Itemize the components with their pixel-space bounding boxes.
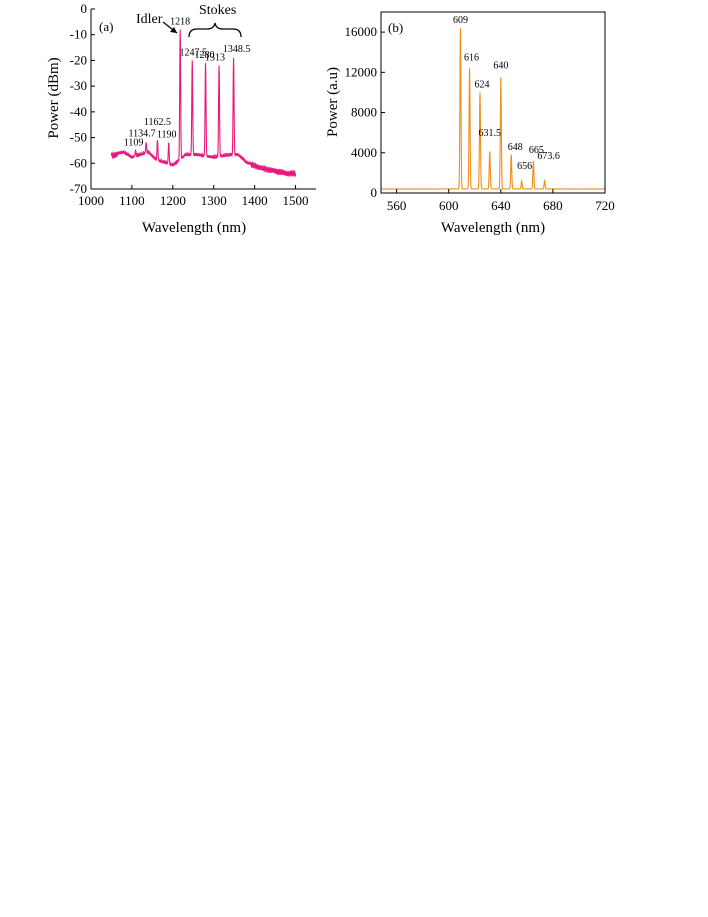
y-tick-label-a: -20 [70,52,87,67]
y-tick-label-a: 0 [81,1,88,16]
y-tick-label-b: 8000 [351,105,377,120]
peak-label-b: 665 [529,145,544,156]
y-tick-label-a: -50 [70,130,87,145]
peak-label-b: 616 [464,52,479,63]
peak-label-b: 624 [474,79,489,90]
x-tick-label-a: 1500 [283,193,309,208]
peak-label-b: 609 [453,15,468,26]
peak-label-a: 1162.5 [144,117,171,128]
stokes-brace [188,22,242,38]
spectrum-line-b [380,28,605,190]
panel-label-a: (a) [99,19,113,34]
peak-label-b: 640 [493,60,508,71]
peak-label-a: 1348.5 [223,44,251,55]
chart-panel-b: 0 4000 8000 12000 16000 560 600 640 680 720 609 61… [325,11,615,236]
y-tick-label-a: -70 [70,181,87,196]
x-tick-label-a: 1200 [160,193,186,208]
peak-label-a: 1109 [124,137,144,148]
x-tick-label-b: 640 [491,198,511,213]
peak-label-a: 1247.5 [180,47,208,58]
axis-ticks-b: 0 4000 8000 12000 16000 560 600 640 680 720 [345,24,615,213]
peak-label-a: 1313 [205,53,225,64]
peak-label-b: 673.6 [537,151,560,162]
y-tick-label-b: 4000 [351,145,377,160]
x-tick-label-a: 1300 [201,193,227,208]
x-axis-label-b: Wavelength (nm) [441,220,545,236]
y-tick-label-a: -10 [70,27,87,42]
idler-annotation: Idler [136,12,163,27]
peak-label-b: 656 [517,161,532,172]
y-tick-label-a: -40 [70,104,87,119]
y-axis-label-b: Power (a.u) [325,67,341,137]
y-tick-label-a: -60 [70,155,87,170]
peak-label-b: 648 [508,142,523,153]
panel-label-b: (b) [388,20,403,35]
peak-label-a: 1190 [157,130,177,141]
x-tick-label-a: 1100 [119,193,145,208]
y-tick-label-a: -30 [70,78,87,93]
peak-label-a: 1218 [170,17,190,28]
idler-arrowhead [170,27,177,33]
x-tick-label-b: 720 [595,198,615,213]
y-tick-label-b: 0 [371,185,378,200]
y-tick-label-b: 16000 [345,24,378,39]
peak-label-a: 1134.7 [129,129,156,140]
x-tick-label-a: 1000 [78,193,104,208]
peak-label-a: 1280 [195,50,215,61]
x-tick-label-a: 1400 [242,193,268,208]
stokes-annotation: Stokes [199,3,236,18]
plot-frame-b [380,11,606,194]
y-axis-label-a: Power (dBm) [46,57,62,138]
x-tick-label-b: 600 [439,198,459,213]
x-tick-label-b: 680 [543,198,563,213]
x-tick-label-b: 560 [387,198,407,213]
spectrum-line-a [110,29,297,177]
x-axis-label-a: Wavelength (nm) [142,220,246,236]
peak-label-b: 631.5 [478,128,501,139]
y-tick-label-b: 12000 [345,64,378,79]
